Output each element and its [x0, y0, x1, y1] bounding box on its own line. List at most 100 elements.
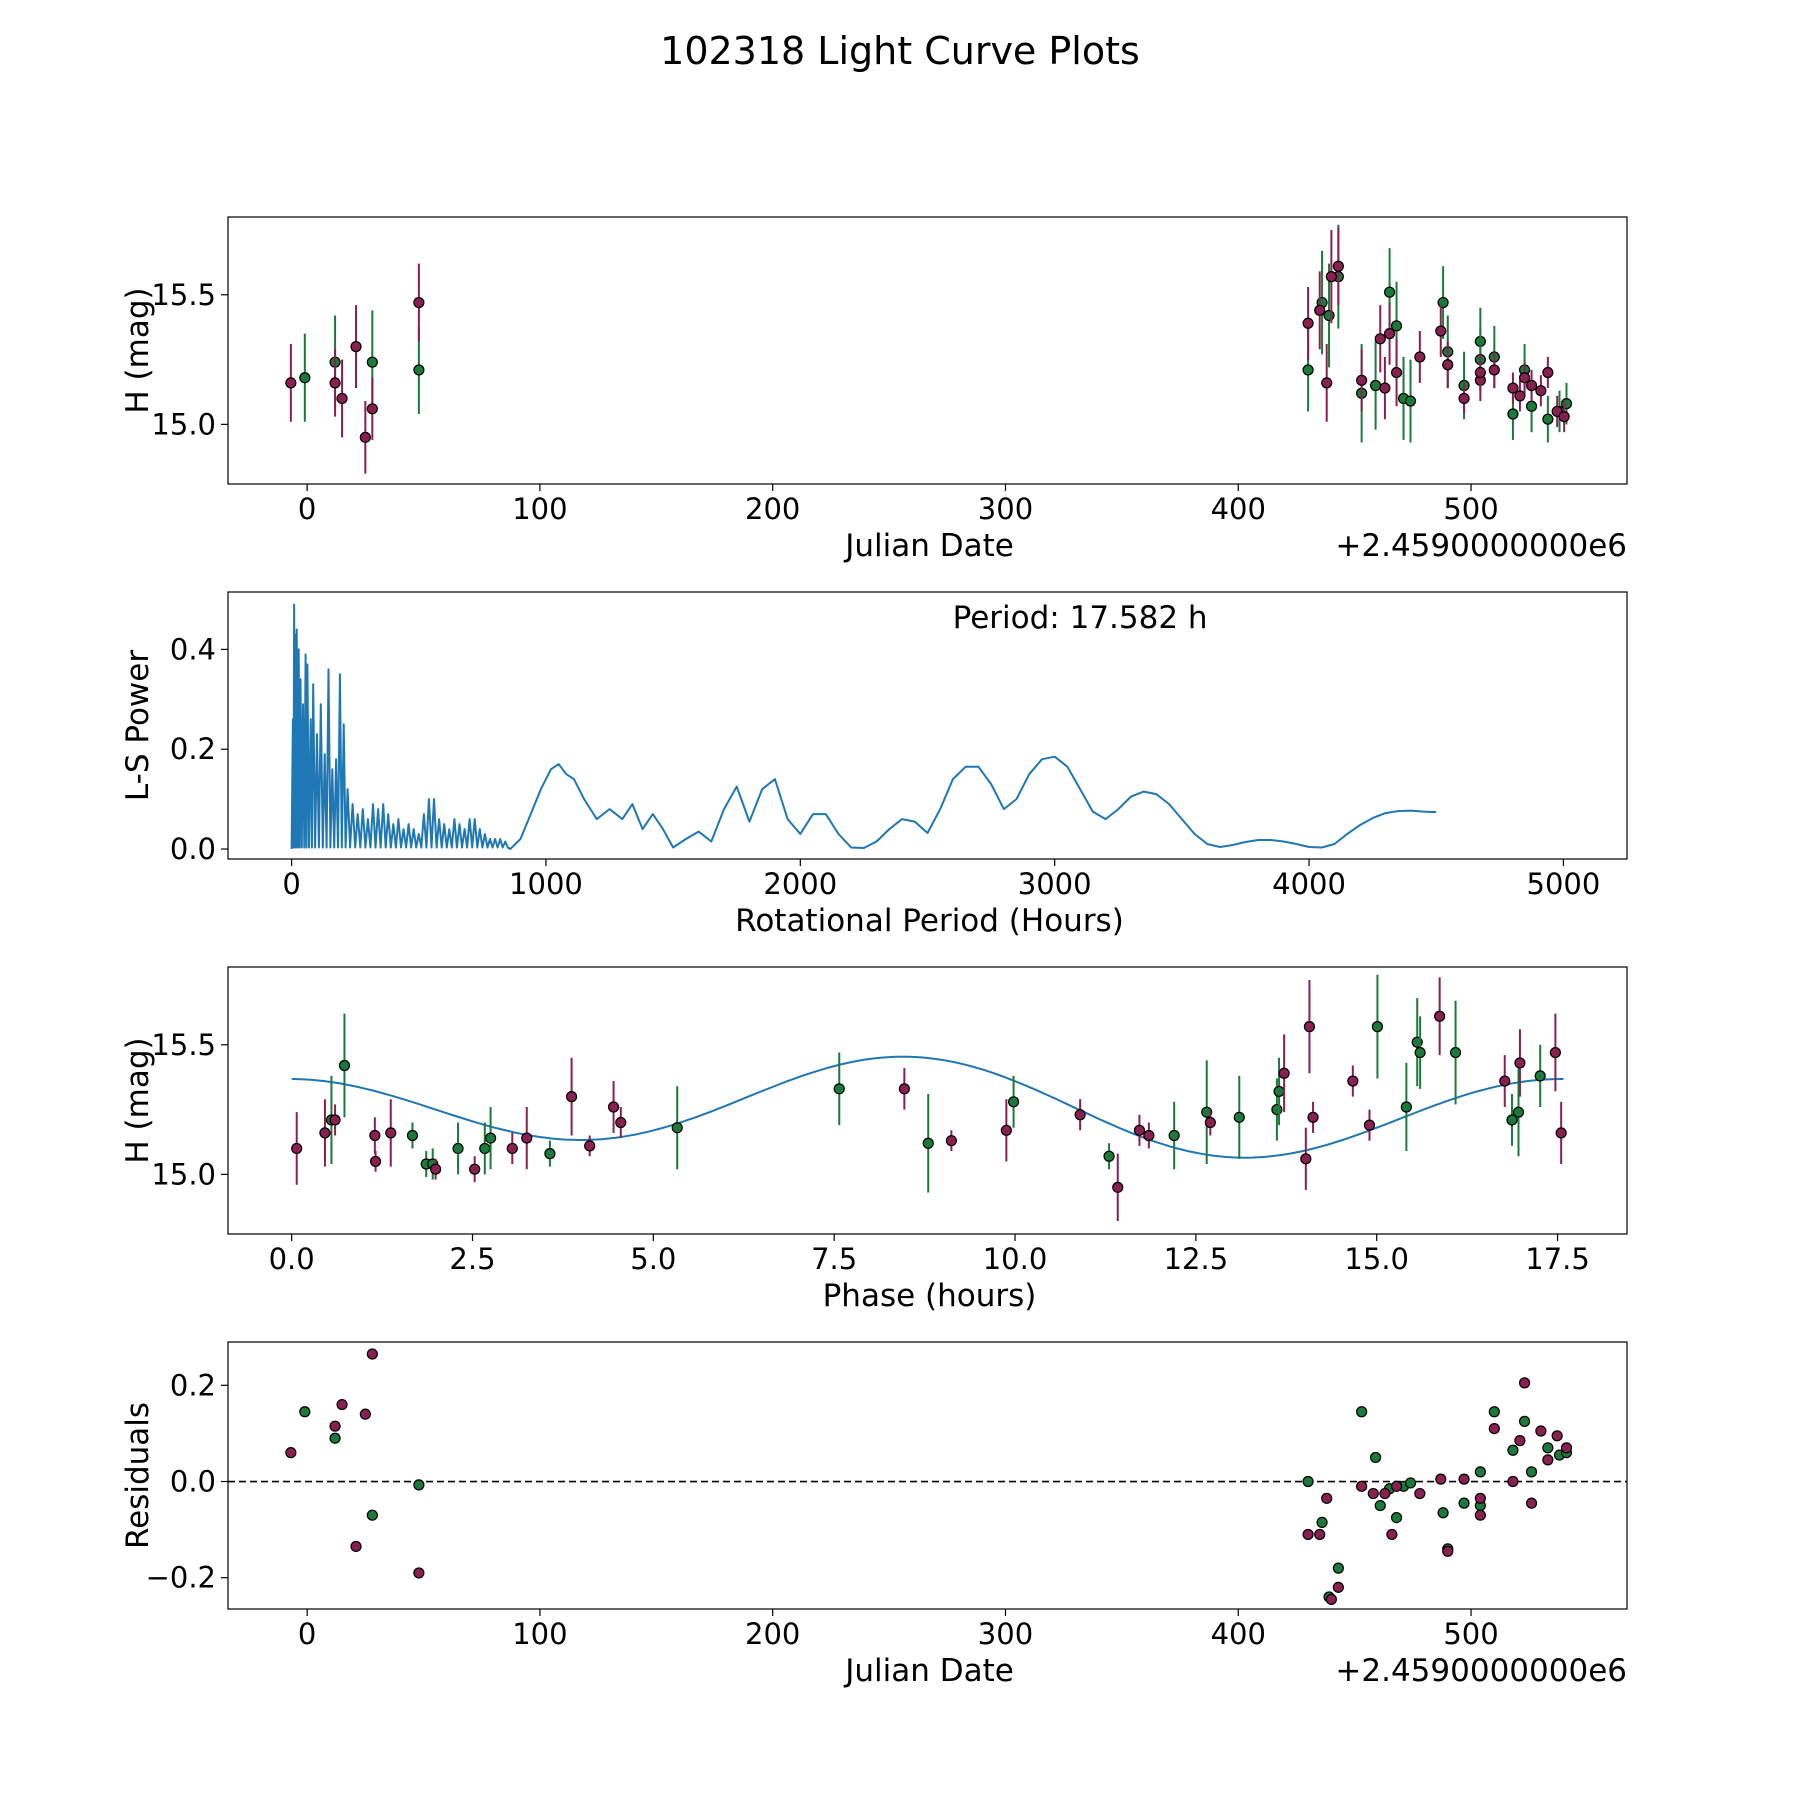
data-point	[1314, 304, 1326, 316]
figure-title: 102318 Light Curve Plots	[660, 29, 1140, 73]
data-point	[329, 377, 341, 389]
data-point	[366, 1509, 378, 1521]
data-point	[285, 1447, 297, 1459]
data-point	[521, 1132, 533, 1144]
data-point	[1356, 1406, 1368, 1418]
data-point	[1514, 1057, 1526, 1069]
x-tick-label: 0	[282, 867, 300, 901]
data-point	[1434, 1010, 1446, 1022]
data-point	[1474, 1509, 1486, 1521]
data-point	[584, 1140, 596, 1152]
x-axis-label: Julian Date	[843, 528, 1014, 564]
y-tick-label: 15.0	[151, 1157, 216, 1191]
data-point	[1514, 1435, 1526, 1447]
data-point	[1374, 1499, 1386, 1512]
data-point	[1347, 1075, 1359, 1087]
x-tick-label: 2000	[763, 867, 837, 901]
data-point	[1356, 1480, 1368, 1492]
data-point	[452, 1142, 464, 1155]
data-point	[413, 1567, 425, 1579]
data-point	[1201, 1106, 1213, 1118]
data-point	[1323, 309, 1335, 322]
data-point	[1442, 1545, 1454, 1557]
data-point	[1488, 364, 1500, 376]
axes-frame	[227, 591, 1628, 860]
x-tick-label: 12.5	[1164, 1242, 1229, 1276]
data-point	[1133, 1124, 1146, 1136]
data-point	[1168, 1129, 1180, 1142]
data-point	[1383, 286, 1396, 298]
data-point	[1535, 1425, 1547, 1437]
x-axis-label: Rotational Period (Hours)	[735, 903, 1124, 939]
x-tick-label: 100	[512, 1617, 567, 1651]
axes-frame	[227, 1341, 1628, 1610]
data-point	[671, 1122, 683, 1134]
data-point	[506, 1142, 518, 1155]
data-point	[1379, 382, 1391, 394]
data-point	[366, 1348, 378, 1360]
data-point	[1542, 413, 1554, 425]
data-point	[1390, 320, 1403, 332]
x-offset-label: +2.4590000000e6	[1335, 528, 1627, 564]
data-point	[338, 1059, 351, 1072]
data-point	[1525, 400, 1538, 412]
data-point	[1332, 1581, 1344, 1593]
data-point	[1103, 1150, 1115, 1162]
data-point	[1374, 333, 1386, 345]
data-point	[359, 431, 371, 443]
data-point	[1507, 1475, 1519, 1488]
series-maroon	[291, 977, 1567, 1222]
data-point	[1525, 379, 1538, 392]
data-point	[1332, 1562, 1344, 1574]
data-point	[1332, 260, 1344, 272]
y-tick-label: 0.0	[170, 832, 216, 866]
data-point	[945, 1135, 957, 1147]
data-point	[1414, 1046, 1426, 1059]
data-point	[479, 1142, 491, 1155]
data-point	[1525, 1466, 1538, 1478]
x-tick-label: 10.0	[983, 1242, 1048, 1276]
data-point	[1271, 1103, 1283, 1116]
data-point	[898, 1083, 910, 1095]
data-point	[1507, 382, 1519, 394]
data-point	[544, 1148, 556, 1160]
data-point	[350, 1540, 362, 1553]
data-point	[413, 296, 425, 309]
x-offset-label: +2.4590000000e6	[1335, 1653, 1627, 1689]
data-point	[1474, 1466, 1486, 1478]
x-tick-label: 400	[1211, 1617, 1266, 1651]
data-point	[1074, 1109, 1086, 1121]
data-point	[1437, 296, 1449, 309]
data-point	[1371, 1021, 1384, 1033]
data-point	[336, 392, 348, 405]
y-axis-label: Residuals	[120, 1402, 156, 1549]
data-point	[1383, 328, 1396, 340]
data-point	[566, 1091, 578, 1103]
data-point	[1449, 1046, 1462, 1059]
data-point	[1560, 1442, 1573, 1454]
x-tick-label: 0.0	[269, 1242, 315, 1276]
data-point	[1560, 398, 1573, 410]
data-point	[615, 1116, 627, 1129]
series-maroon	[285, 227, 1570, 474]
data-point	[1325, 271, 1337, 283]
data-point	[336, 1398, 348, 1411]
data-point	[1233, 1111, 1245, 1123]
data-point	[1356, 374, 1368, 386]
data-point	[1506, 1114, 1518, 1126]
data-point	[1512, 1106, 1525, 1118]
ls-power-line	[290, 603, 1437, 850]
data-point	[1307, 1111, 1319, 1123]
data-point	[1321, 377, 1333, 389]
data-point	[1488, 1406, 1500, 1418]
y-axis-label: H (mag)	[120, 287, 156, 413]
data-point	[1404, 1477, 1417, 1489]
data-point	[359, 1408, 371, 1420]
data-point	[1474, 1492, 1486, 1504]
data-point	[1474, 366, 1486, 379]
x-tick-label: 17.5	[1525, 1242, 1590, 1276]
data-point	[413, 364, 425, 376]
x-tick-label: 7.5	[811, 1242, 857, 1276]
data-point	[1390, 366, 1403, 379]
